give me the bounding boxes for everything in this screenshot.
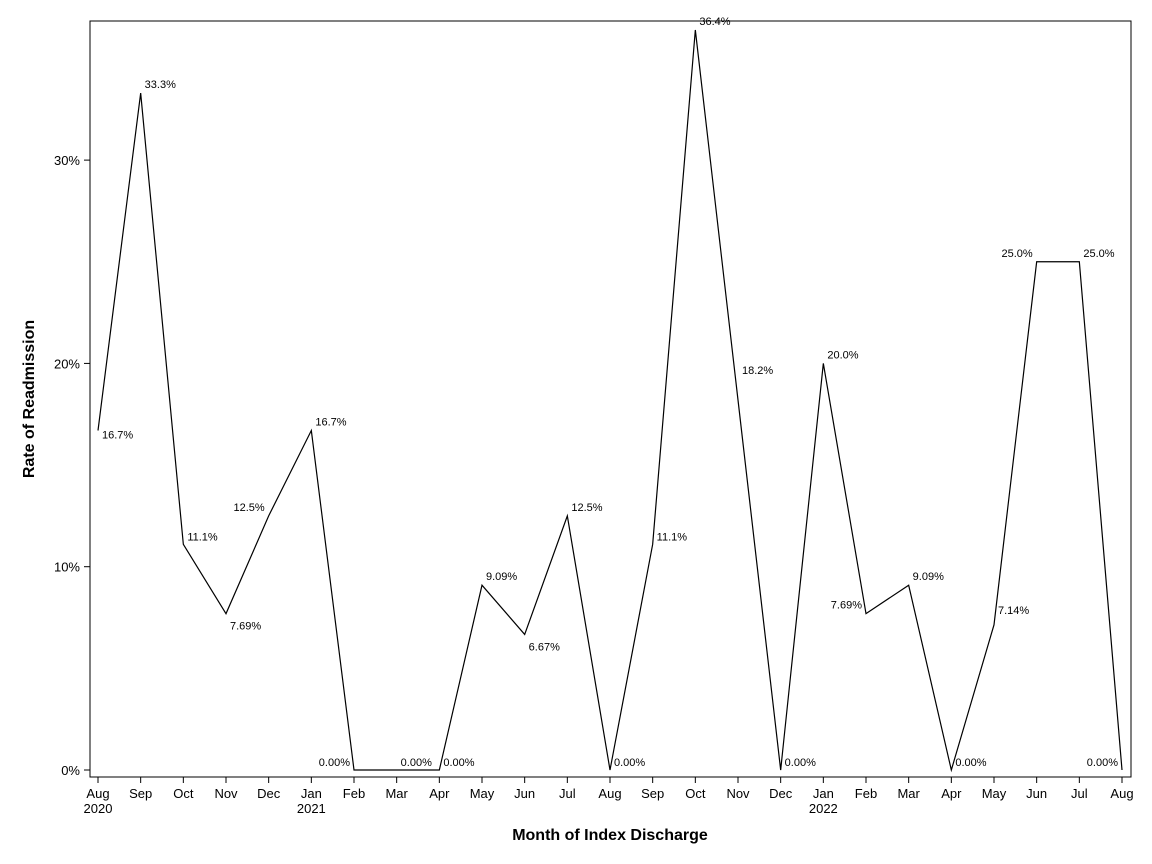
x-tick-label-month: Sep [129,786,152,801]
y-tick-label: 10% [54,560,80,575]
data-label: 0.00% [955,757,986,769]
data-label: 9.09% [486,571,517,583]
y-axis-title: Rate of Readmission [21,320,38,478]
data-label: 11.1% [187,531,218,543]
data-label: 0.00% [614,757,645,769]
x-tick-label-month: Jul [559,786,576,801]
x-tick-label-month: Sep [641,786,664,801]
data-label: 0.00% [401,757,432,769]
x-tick-label-month: Mar [385,786,408,801]
data-label: 7.69% [230,621,261,633]
data-labels: 16.7% 33.3% 11.1% 7.69% 12.5% 16.7% 0.00% 0.00%… [102,16,1118,769]
x-tick-label-month: Nov [214,786,238,801]
data-label: 0.00% [443,757,474,769]
x-tick-label-month: Apr [941,786,962,801]
x-tick-label-month: May [982,786,1007,801]
x-tick-label-year: 2022 [809,801,838,816]
x-tick-label-month: Oct [685,786,706,801]
x-tick-label-month: Jan [813,786,834,801]
x-tick-label-month: Mar [897,786,920,801]
data-label: 7.69% [831,600,862,612]
data-label: 16.7% [315,416,346,428]
x-tick-label-month: Apr [429,786,450,801]
y-tick-label: 20% [54,356,80,371]
x-tick-label-month: Dec [769,786,793,801]
data-label: 33.3% [145,79,176,91]
y-tick-label: 0% [61,763,80,778]
x-axis-title: Month of Index Discharge [512,827,708,844]
x-tick-label-month: Jan [301,786,322,801]
x-tick-label-month: Oct [173,786,194,801]
x-tick-label-year: 2020 [84,801,113,816]
data-label: 25.0% [1001,248,1032,260]
data-label: 9.09% [913,571,944,583]
x-tick-label-month: Feb [855,786,877,801]
x-tick-label-month: May [470,786,495,801]
data-label: 25.0% [1083,248,1114,260]
x-tick-label-month: Aug [1110,786,1133,801]
x-tick-label-year: 2021 [297,801,326,816]
x-tick-label-month: Dec [257,786,281,801]
x-tick-label-month: Aug [598,786,621,801]
data-label: 11.1% [657,531,688,543]
x-tick-label-month: Jul [1071,786,1088,801]
data-label: 0.00% [319,757,350,769]
y-tick-label: 30% [54,153,80,168]
data-label: 12.5% [571,502,602,514]
plot-frame [89,20,1132,778]
x-tick-label-month: Aug [86,786,109,801]
x-tick-label-month: Jun [514,786,535,801]
data-label: 6.67% [529,641,560,653]
readmission-rate-line [97,29,1123,773]
data-label: 0.00% [785,757,816,769]
x-tick-label-month: Jun [1026,786,1047,801]
data-label: 16.7% [102,429,133,441]
data-label: 18.2% [742,365,773,377]
data-label: 0.00% [1087,757,1118,769]
data-label: 12.5% [233,502,264,514]
data-label: 20.0% [827,349,858,361]
data-label: 7.14% [998,605,1029,617]
data-label: 36.4% [699,16,730,28]
x-tick-label-month: Nov [726,786,750,801]
y-axis: 0% 10% 20% 30% [54,153,90,778]
x-tick-label-month: Feb [343,786,365,801]
